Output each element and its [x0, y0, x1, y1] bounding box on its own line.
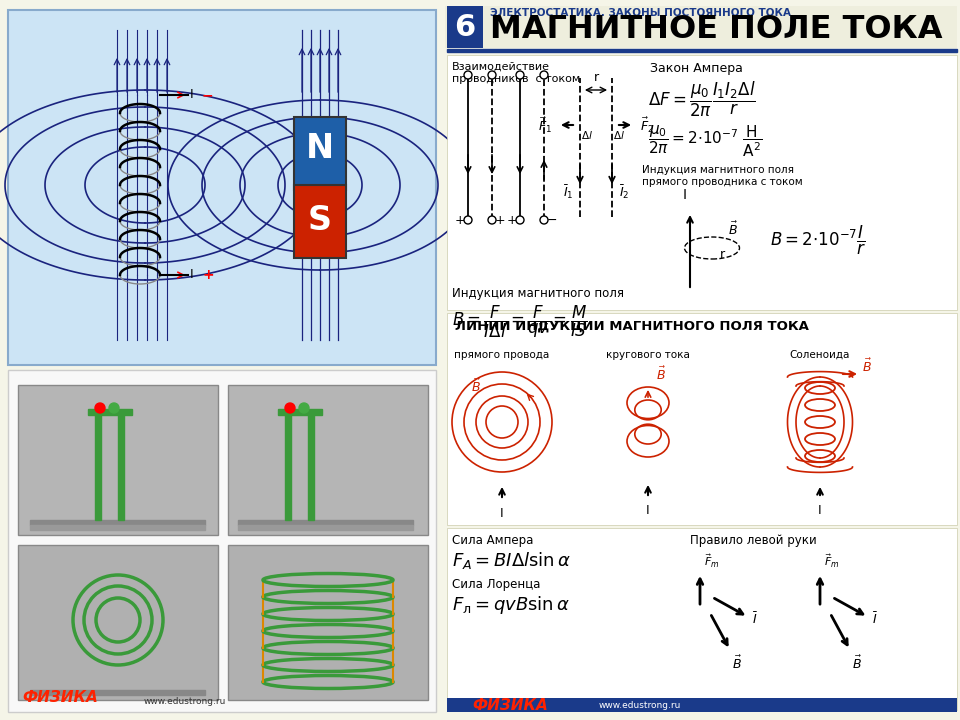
Text: ФИЗИКА: ФИЗИКА [22, 690, 98, 706]
Text: МАГНИТНОЕ ПОЛЕ ТОКА: МАГНИТНОЕ ПОЛЕ ТОКА [490, 14, 943, 45]
Text: кругового тока: кругового тока [606, 350, 690, 360]
Text: I: I [683, 188, 687, 202]
Bar [30, 525, 205, 530]
Circle shape [464, 71, 472, 79]
Text: Сила Ампера: Сила Ампера [452, 534, 534, 547]
Text: $\vec{B}$: $\vec{B}$ [471, 378, 481, 395]
Text: $\vec{B}$: $\vec{B}$ [862, 358, 872, 375]
Circle shape [516, 71, 524, 79]
Bar [445, 6, 957, 48]
Text: 6: 6 [454, 12, 475, 42]
Circle shape [285, 403, 295, 413]
Text: $\vec{B}$: $\vec{B}$ [728, 221, 738, 238]
Bar [228, 385, 428, 535]
Text: I: I [190, 89, 194, 102]
Bar [445, 8, 955, 712]
Text: I: I [190, 269, 194, 282]
Bar [30, 520, 205, 525]
Text: $\bar{I}$: $\bar{I}$ [872, 611, 878, 626]
Circle shape [464, 216, 472, 224]
Circle shape [299, 403, 309, 413]
Text: $\bar{I}$: $\bar{I}$ [752, 611, 758, 626]
Text: $\dfrac{\mu_0}{2\pi} = 2{\cdot}10^{-7}\ \dfrac{\text{Н}}{\text{А}^2}$: $\dfrac{\mu_0}{2\pi} = 2{\cdot}10^{-7}\ … [648, 124, 762, 159]
Bar [8, 10, 436, 365]
Text: $\vec{F}_m$: $\vec{F}_m$ [824, 552, 839, 570]
Text: +: + [507, 214, 517, 227]
Text: $B = \dfrac{F}{I\Delta l} = \dfrac{F}{qv} = \dfrac{M}{IS}$: $B = \dfrac{F}{I\Delta l} = \dfrac{F}{qv… [452, 304, 588, 341]
Bar [308, 410, 314, 520]
Text: $\vec{F}_2$: $\vec{F}_2$ [640, 115, 654, 135]
Text: $\vec{B}$: $\vec{B}$ [852, 655, 862, 672]
Text: Индукция магнитного поля
прямого проводника с током: Индукция магнитного поля прямого проводн… [642, 165, 803, 186]
Circle shape [488, 216, 496, 224]
Bar [238, 525, 413, 530]
Text: $B{=}2{\cdot}10^{-7}\dfrac{I}{r}$: $B{=}2{\cdot}10^{-7}\dfrac{I}{r}$ [770, 223, 866, 256]
Bar [294, 117, 346, 190]
Text: ФИЗИКА: ФИЗИКА [472, 698, 548, 713]
Text: $F_\text{л} = qvB\sin\alpha$: $F_\text{л} = qvB\sin\alpha$ [452, 594, 569, 616]
Text: ЭЛЕКТРОСТАТИКА. ЗАКОНЫ ПОСТОЯННОГО ТОКА: ЭЛЕКТРОСТАТИКА. ЗАКОНЫ ПОСТОЯННОГО ТОКА [490, 8, 791, 18]
Text: Соленоида: Соленоида [790, 350, 851, 360]
Text: $\vec{F}_m$: $\vec{F}_m$ [704, 552, 719, 570]
Bar [447, 528, 957, 710]
Text: $\bar{I}_2$: $\bar{I}_2$ [619, 184, 629, 201]
Bar [18, 385, 218, 535]
Text: I: I [500, 507, 504, 520]
Text: S: S [308, 204, 332, 236]
Text: I: I [646, 504, 650, 517]
Text: r: r [720, 248, 725, 261]
Text: +: + [494, 214, 505, 227]
Circle shape [540, 216, 548, 224]
Text: r: r [593, 71, 599, 84]
Text: $\Delta l$: $\Delta l$ [613, 129, 625, 141]
Text: $\vec{F}_1$: $\vec{F}_1$ [538, 115, 552, 135]
Text: Взаимодействие
проводников  с током: Взаимодействие проводников с током [452, 62, 580, 84]
Bar [447, 6, 483, 48]
Bar [118, 410, 124, 520]
Text: www.edustrong.ru: www.edustrong.ru [144, 698, 227, 706]
Text: −: − [547, 214, 557, 227]
Text: www.edustrong.ru: www.edustrong.ru [599, 701, 682, 709]
Bar [447, 313, 957, 525]
Text: Правило левой руки: Правило левой руки [690, 534, 817, 547]
Text: Индукция магнитного поля: Индукция магнитного поля [452, 287, 624, 300]
Circle shape [109, 403, 119, 413]
Text: ЛИНИИ ИНДУКЦИИ МАГНИТНОГО ПОЛЯ ТОКА: ЛИНИИ ИНДУКЦИИ МАГНИТНОГО ПОЛЯ ТОКА [455, 320, 809, 333]
Circle shape [516, 216, 524, 224]
Bar [8, 370, 436, 712]
Text: I: I [818, 504, 822, 517]
Bar [285, 410, 291, 520]
Bar [30, 690, 205, 695]
Bar [447, 698, 957, 712]
Bar [95, 410, 101, 520]
Bar [18, 545, 218, 700]
Bar [88, 409, 132, 415]
Bar [278, 409, 322, 415]
Text: $\bar{I}_1$: $\bar{I}_1$ [563, 184, 573, 201]
Text: Закон Ампера: Закон Ампера [650, 62, 743, 75]
Bar [447, 49, 957, 52]
Text: $\vec{B}$: $\vec{B}$ [732, 655, 742, 672]
Text: $F_A = BI\Delta l\sin\alpha$: $F_A = BI\Delta l\sin\alpha$ [452, 550, 571, 571]
Text: $\Delta F{=}\dfrac{\mu_0}{2\pi}\dfrac{I_1 I_2 \Delta l}{r}$: $\Delta F{=}\dfrac{\mu_0}{2\pi}\dfrac{I_… [648, 80, 756, 120]
Text: Сила Лоренца: Сила Лоренца [452, 578, 540, 591]
Bar [294, 185, 346, 258]
Circle shape [95, 403, 105, 413]
Text: +: + [455, 214, 466, 227]
Text: +: + [202, 268, 214, 282]
Text: $\Delta l$: $\Delta l$ [581, 129, 593, 141]
Bar [228, 545, 428, 700]
Circle shape [540, 71, 548, 79]
Circle shape [488, 71, 496, 79]
Text: N: N [306, 132, 334, 166]
Bar [447, 55, 957, 310]
Text: прямого провода: прямого провода [454, 350, 550, 360]
Text: −: − [202, 88, 214, 102]
Text: $\vec{B}$: $\vec{B}$ [656, 366, 666, 383]
Bar [238, 520, 413, 525]
